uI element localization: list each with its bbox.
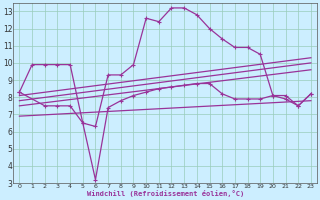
X-axis label: Windchill (Refroidissement éolien,°C): Windchill (Refroidissement éolien,°C): [86, 190, 244, 197]
